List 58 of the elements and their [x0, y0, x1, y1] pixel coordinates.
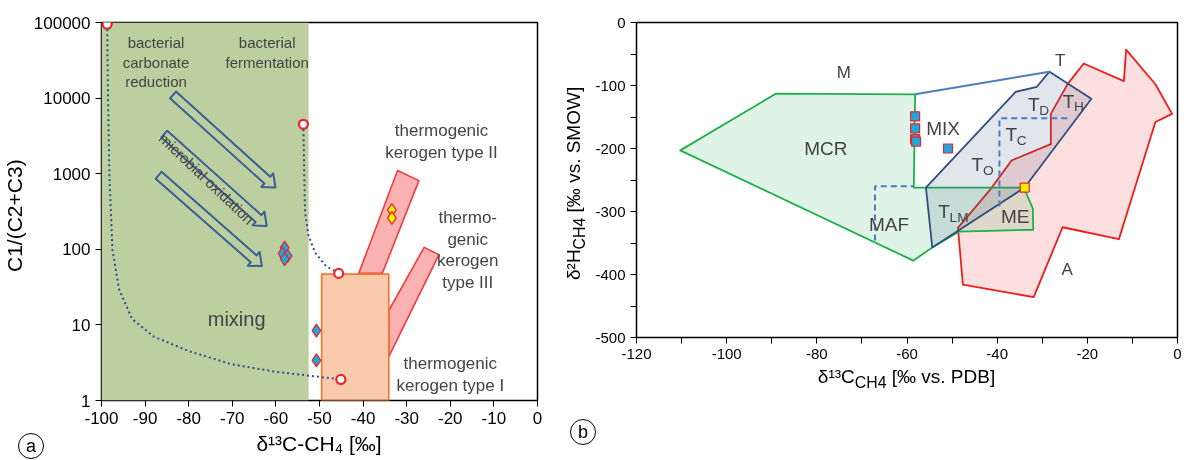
y-tick-label: -400 [595, 265, 626, 283]
y-tick-label: -500 [595, 328, 626, 346]
annotation: A [1061, 259, 1074, 279]
annotation: thermogenic kerogen type I [396, 354, 505, 396]
x-tick-label: -40 [350, 408, 376, 428]
x-tick-label: -80 [176, 408, 201, 428]
x-tick-label: -20 [438, 408, 463, 428]
x-axis-title: δ¹³C$_{CH4}$ [‰ vs. PDB] [817, 366, 996, 392]
annotation: M [836, 63, 851, 83]
x-tick-label: -120 [621, 344, 652, 362]
x-tick-label: -40 [986, 344, 1009, 362]
text: a [25, 435, 36, 458]
x-tick-label: -60 [896, 344, 918, 362]
annotation: mixing [207, 307, 266, 330]
x-tick-label: 0 [532, 408, 543, 428]
point [1019, 182, 1030, 193]
y-tick-label: 100 [62, 240, 91, 260]
y-tick-label: -200 [595, 139, 626, 157]
annotation: T [1055, 50, 1066, 70]
point [311, 353, 322, 368]
point [311, 323, 322, 338]
annotation: thermogenic kerogen type II [385, 120, 498, 162]
x-tick-label: -10 [481, 408, 507, 428]
annotation: MAF [868, 213, 910, 235]
annotation: MCR [804, 138, 848, 159]
annotation: bacterial carbonate reduction [122, 33, 190, 91]
annotation: thermo- genic kerogen type III [437, 207, 499, 293]
x-tick-label: -30 [394, 408, 419, 428]
x-tick-label: -60 [263, 408, 289, 428]
x-tick-label: -50 [307, 408, 332, 428]
y-tick-label: 100000 [33, 13, 91, 33]
y-tick-label: 1000 [52, 164, 91, 184]
y-tick-label: 10000 [43, 89, 91, 109]
x-tick-label: -70 [220, 408, 245, 428]
x-tick-label: -20 [1076, 344, 1099, 362]
x-tick-label: -80 [805, 344, 828, 362]
text: b [577, 421, 588, 444]
x-tick-label: -90 [132, 408, 158, 428]
y-tick-label: -300 [595, 202, 626, 220]
annotation: bacterial fermentation [225, 34, 309, 71]
x-tick-label: -100 [711, 344, 742, 362]
x-tick-label: -100 [84, 408, 119, 428]
y-tick-label: 0 [617, 13, 626, 31]
point [297, 118, 309, 130]
point [333, 267, 345, 279]
y-tick-label: -100 [595, 76, 626, 94]
point [335, 373, 347, 386]
point [942, 143, 954, 154]
annotation: MIX [926, 117, 961, 139]
y-tick-label: 10 [71, 315, 91, 335]
annotation: ME [1000, 206, 1030, 228]
y-axis-title: C1/(C2+C3) [2, 159, 27, 273]
point [279, 252, 290, 267]
y-tick-label: 1 [81, 391, 91, 411]
point [910, 123, 921, 134]
point [910, 111, 921, 122]
x-axis-title: δ¹³C-CH₄ [‰] [256, 432, 382, 456]
x-tick-label: 0 [1173, 344, 1182, 362]
